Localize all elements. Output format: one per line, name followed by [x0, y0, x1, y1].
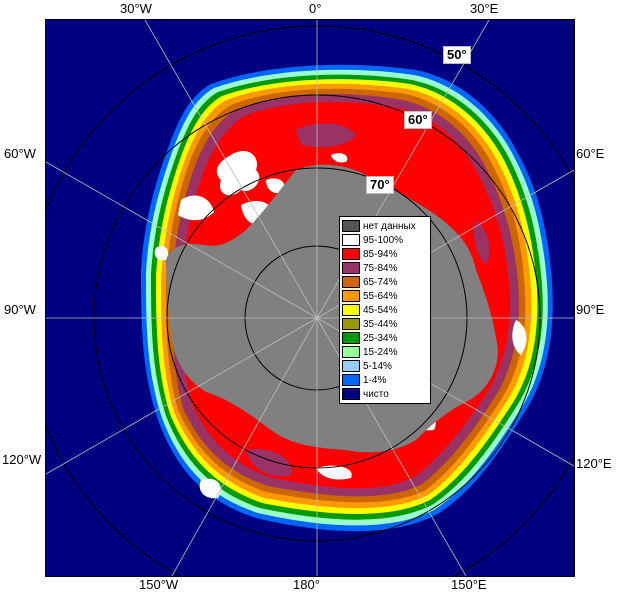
sea-ice-map-canvas: [46, 20, 574, 576]
legend-label: 55-64%: [363, 290, 398, 302]
lon-label-120e: 120°E: [576, 456, 612, 471]
lon-label-30e: 30°E: [470, 1, 499, 16]
legend-label: 65-74%: [363, 276, 398, 288]
legend-label: чисто: [363, 388, 389, 400]
legend-item: 85-94%: [342, 247, 397, 261]
legend-swatch: [342, 318, 360, 330]
legend-swatch: [342, 234, 360, 246]
meridian-60w: [46, 161, 318, 319]
legend-item: 55-64%: [342, 289, 397, 303]
pack-purple-patch-4: [474, 220, 490, 265]
legend-label: 75-84%: [363, 262, 398, 274]
legend-item: 95-100%: [342, 233, 403, 247]
lon-label-90w: 90°W: [4, 302, 36, 317]
legend-swatch: [342, 220, 360, 232]
legend-swatch: [342, 388, 360, 400]
lat-label-50: 50°: [443, 46, 471, 64]
legend-item: 1-4%: [342, 373, 386, 387]
ice-white-patch-10: [331, 153, 348, 163]
legend-label: 15-24%: [363, 346, 398, 358]
pack-purple-patch-1: [296, 123, 356, 148]
legend-swatch: [342, 304, 360, 316]
lon-label-30w: 30°W: [120, 1, 152, 16]
lat-label-60: 60°: [404, 111, 432, 129]
meridian-150w: [171, 317, 318, 576]
legend-swatch: [342, 248, 360, 260]
legend-swatch: [342, 276, 360, 288]
legend-item: 25-34%: [342, 331, 397, 345]
legend-item: 45-54%: [342, 303, 397, 317]
legend-item: 75-84%: [342, 261, 397, 275]
legend-swatch: [342, 332, 360, 344]
legend-label: нет данных: [363, 220, 416, 232]
meridian-30w: [144, 20, 318, 319]
ice-white-patch-4: [266, 178, 285, 194]
legend-label: 95-100%: [363, 234, 404, 246]
lat-label-70: 70°: [366, 176, 394, 194]
legend-label: 25-34%: [363, 332, 398, 344]
ice-white-patch-7: [316, 465, 352, 480]
legend-label: 5-14%: [363, 360, 392, 372]
ice-white-patch-9: [512, 320, 527, 355]
legend-swatch: [342, 374, 360, 386]
concentration-legend: нет данных 95-100% 85-94% 75-84% 65-74% 55-64…: [339, 216, 431, 404]
legend-label: 1-4%: [363, 374, 387, 386]
ice-white-patch-6: [199, 478, 221, 499]
legend-item: 15-24%: [342, 345, 397, 359]
legend-swatch: [342, 262, 360, 274]
legend-swatch: [342, 346, 360, 358]
legend-swatch: [342, 360, 360, 372]
legend-item: 65-74%: [342, 275, 397, 289]
legend-label: 45-54%: [363, 304, 398, 316]
lon-label-150w: 150°W: [139, 577, 179, 592]
meridians: [46, 20, 574, 576]
legend-label: 35-44%: [363, 318, 398, 330]
lon-label-150e: 150°E: [451, 577, 487, 592]
sea-ice-map: 50° 60° 70°: [45, 19, 575, 577]
lon-label-180: 180°: [293, 577, 320, 592]
legend-item: чисто: [342, 387, 389, 401]
legend-item: 35-44%: [342, 317, 397, 331]
ice-white-patch-2: [178, 195, 214, 221]
lon-label-60e: 60°E: [576, 146, 605, 161]
legend-label: 85-94%: [363, 248, 398, 260]
legend-item: нет данных: [342, 219, 416, 233]
lon-label-90e: 90°E: [576, 302, 605, 317]
lon-label-120w: 120°W: [2, 452, 42, 467]
ice-white-patch-5: [154, 245, 169, 261]
legend-swatch: [342, 290, 360, 302]
legend-item: 5-14%: [342, 359, 392, 373]
meridian-120w: [46, 317, 318, 475]
lon-label-60w: 60°W: [4, 146, 36, 161]
lon-label-0: 0°: [309, 1, 322, 16]
